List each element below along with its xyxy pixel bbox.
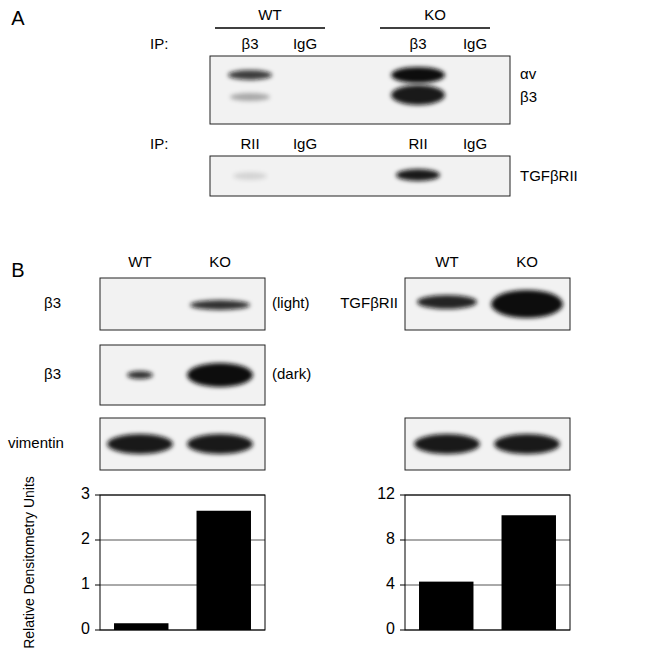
blot [405,278,570,330]
tick-label: 0 [386,620,395,637]
blot [100,278,265,330]
blot-frame [100,278,265,330]
lane-label: KO [209,253,231,270]
bar [114,623,168,630]
lane-label: IgG [293,35,317,52]
group-bracket [380,27,490,29]
blot-band [417,295,477,309]
plot-frame [100,495,265,630]
band-label: β3 [520,88,537,105]
blot-band [391,67,445,83]
blot-frame [405,418,570,470]
blot-band [396,169,440,181]
blot [210,156,510,196]
blot-band [190,300,250,310]
blot-band [107,434,173,454]
panel-label: B [11,259,24,281]
band-label: αv [520,65,537,82]
lane-label: β3 [242,35,259,52]
lane-label: WT [435,253,458,270]
blot-band [187,434,253,454]
bars [419,515,556,630]
plot-frame [405,495,570,630]
tick-mark [400,630,405,631]
blot-label: TGFβRII [340,294,398,311]
tick-mark [400,540,405,541]
blot-band [491,290,563,318]
tick-label: 12 [377,485,395,502]
lane-label: IgG [463,135,487,152]
blot-note: (light) [272,294,310,311]
bar-chart [95,495,265,630]
lane-label: KO [516,253,538,270]
blot [100,345,265,405]
blot [100,418,265,470]
blot-label: vimentin [8,434,64,451]
tick-mark [95,585,100,586]
blot-band [230,93,270,101]
group-label: KO [424,6,446,23]
blot-band [233,172,267,180]
blot-frame [100,345,265,405]
panel-label: A [11,7,25,29]
blot-label: β3 [44,365,61,382]
blot-frame [405,278,570,330]
band-label: TGFβRII [520,167,578,184]
blot-frame [210,56,510,124]
blot-band [391,85,445,105]
bars [114,511,251,630]
blot-frame [100,418,265,470]
lane-label: IgG [293,135,317,152]
tick-label: 1 [81,575,90,592]
tick-mark [95,630,100,631]
tick-label: 4 [386,575,395,592]
ip-label: IP: [150,135,168,152]
tick-label: 0 [81,620,90,637]
bar [502,515,556,630]
bar-chart [400,495,570,630]
bar [419,582,473,630]
blot-band [494,434,560,454]
blot-band [414,434,480,454]
tick-mark [400,585,405,586]
axis-label: Relative Densitometry Units [21,476,37,649]
tick-mark [95,495,100,496]
lane-label: WT [128,253,151,270]
tick-mark [400,495,405,496]
blot-frame [210,156,510,196]
tick-label: 2 [81,530,90,547]
tick-mark [95,540,100,541]
lane-label: RII [240,135,259,152]
blot-band [187,363,253,387]
blot-label: β3 [44,294,61,311]
group-bracket [215,27,325,29]
group-label: WT [258,6,281,23]
blot-band [228,70,272,80]
lane-label: IgG [463,35,487,52]
blot-band [127,371,153,379]
bar [197,511,251,630]
tick-label: 3 [81,485,90,502]
tick-label: 8 [386,530,395,547]
lane-label: β3 [410,35,427,52]
blot [210,56,510,124]
blot [405,418,570,470]
ip-label: IP: [150,35,168,52]
blot-note: (dark) [272,365,311,382]
lane-label: RII [408,135,427,152]
figure: A WT KO IP: β3 IgG β3 IgG αv β3 IP: RII IgG RII IgG TGF… [0,0,650,660]
